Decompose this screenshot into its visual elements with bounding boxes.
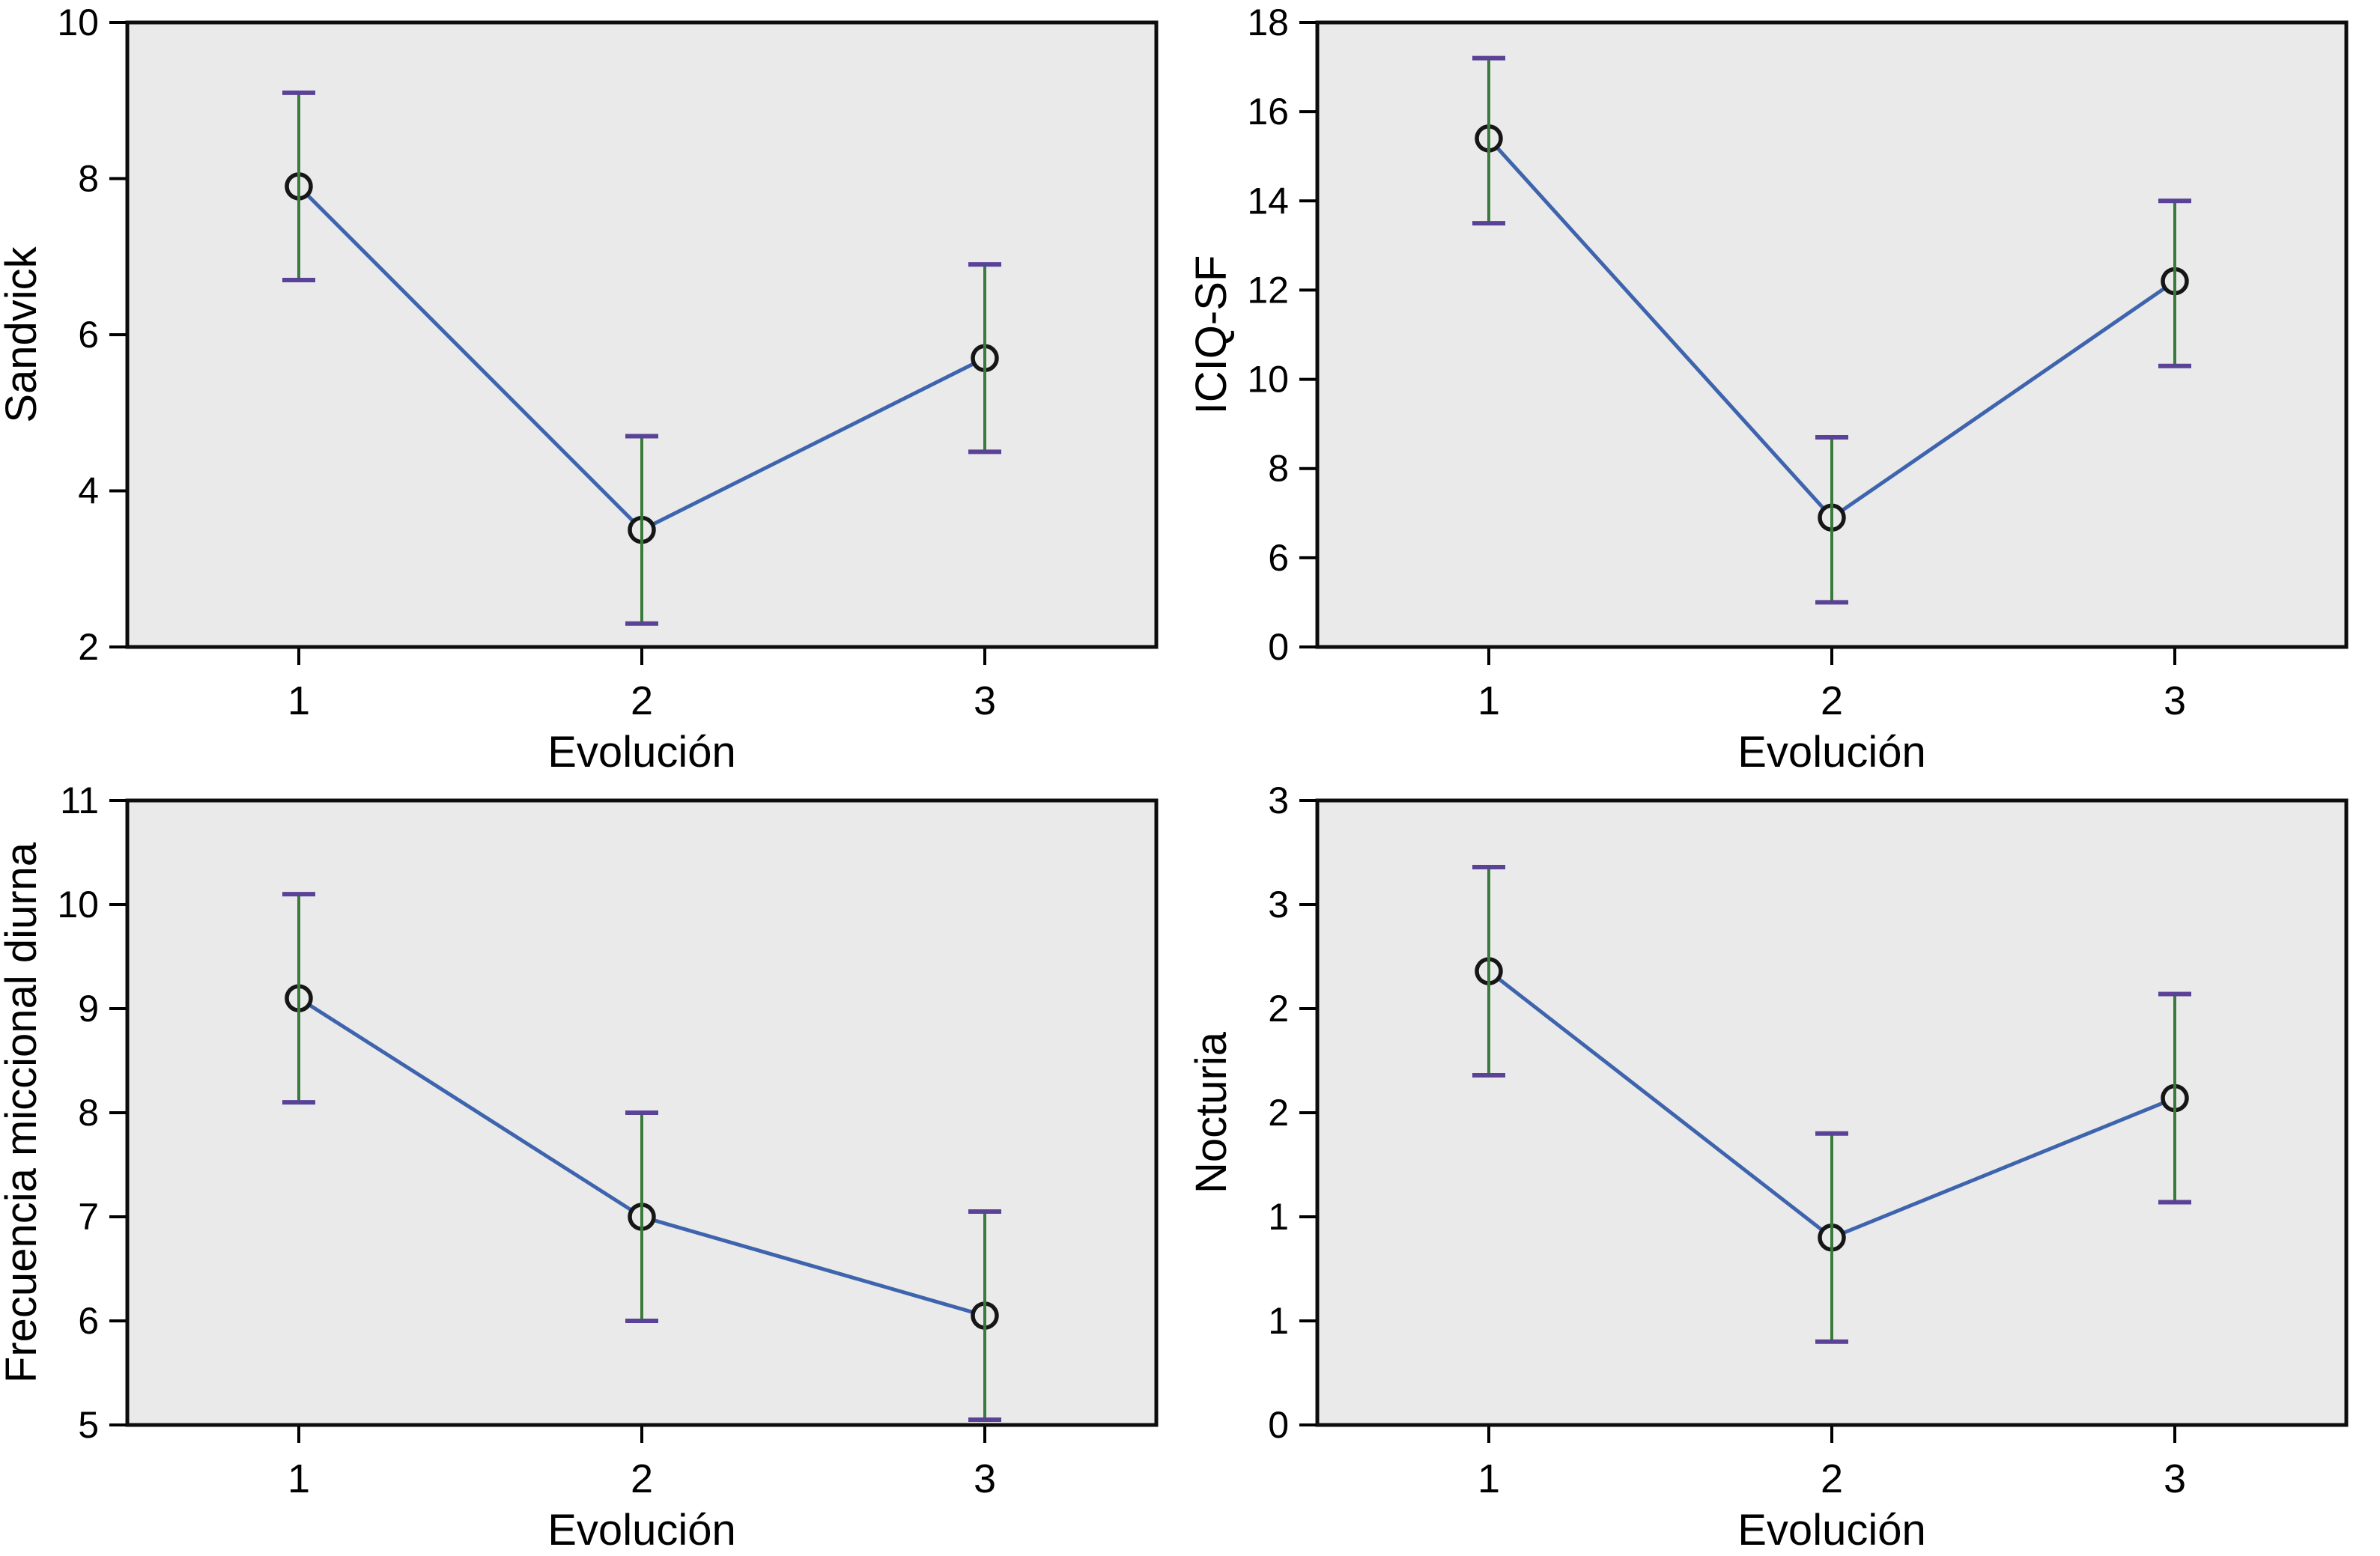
x-tick-label: 2 [1821,1456,1843,1501]
y-tick-label: 2 [78,626,99,668]
x-tick-label: 1 [288,1456,310,1501]
y-tick-label: 8 [78,1092,99,1134]
chart-cell-sandvick: 10 8 6 4 2 1 2 3 Evolución Sandvick [0,0,1190,778]
x-axis-title: Evolución [547,1506,735,1555]
y-tick-label: 16 [1247,91,1289,133]
y-tick-label: 2 [1268,988,1289,1030]
plot-frame [125,798,1159,1427]
y-tick-label: 6 [78,1300,99,1342]
y-tick-label: 10 [57,884,99,926]
y-axis: 11 10 9 8 7 6 5 [57,779,126,1446]
x-tick-label: 3 [974,1456,996,1501]
x-axis: 1 2 3 [288,648,996,723]
y-axis: 3 3 2 2 1 1 0 [1268,779,1316,1446]
sandvick-chart: 10 8 6 4 2 1 2 3 Evolución Sandvick [0,1,1159,777]
x-axis-title: Evolución [1737,1506,1925,1555]
plot-frame [1315,798,2349,1427]
plot-frame [125,20,1159,649]
y-tick-label: 9 [78,988,99,1030]
y-tick-label: 3 [1268,779,1289,821]
y-tick-label: 0 [1268,1404,1289,1446]
x-axis-title: Evolución [547,728,735,777]
y-tick-label: 1 [1268,1196,1289,1238]
y-tick-label: 0 [1268,626,1289,668]
y-axis: 10 8 6 4 2 [57,1,126,668]
y-tick-label: 8 [78,158,99,200]
y-axis: 18 16 14 12 10 8 6 0 [1247,1,1316,668]
y-axis-title: Sandvick [0,246,46,422]
x-axis-title: Evolución [1737,728,1925,777]
chart-cell-frecuencia-miccional-diurna: 11 10 9 8 7 6 5 1 2 3 Evolución Frecuencia micciona… [0,778,1190,1556]
y-tick-label: 18 [1247,1,1289,43]
x-tick-label: 3 [2164,678,2186,723]
x-axis: 1 2 3 [1478,1426,2186,1501]
x-tick-label: 3 [974,678,996,723]
x-tick-label: 2 [631,678,653,723]
chart-cell-nocturia: 3 3 2 2 1 1 0 1 2 3 Evolución Nocturia [1190,778,2380,1556]
y-tick-label: 14 [1247,180,1289,222]
y-tick-label: 4 [78,470,99,512]
y-axis-title: ICIQ-SF [1190,255,1236,415]
y-tick-label: 10 [57,1,99,43]
y-tick-label: 6 [1268,537,1289,579]
y-tick-label: 11 [60,779,99,821]
x-axis: 1 2 3 [1478,648,2186,723]
frecuencia-miccional-diurna-chart: 11 10 9 8 7 6 5 1 2 3 Evolución Frecuencia micciona… [0,779,1159,1555]
nocturia-chart: 3 3 2 2 1 1 0 1 2 3 Evolución Nocturia [1190,779,2349,1555]
y-axis-title: Frecuencia miccional diurna [0,842,46,1383]
y-tick-label: 12 [1247,269,1289,311]
x-tick-label: 1 [1478,1456,1500,1501]
y-tick-label: 7 [78,1196,99,1238]
y-tick-label: 2 [1268,1092,1289,1134]
x-tick-label: 1 [1478,678,1500,723]
x-tick-label: 2 [1821,678,1843,723]
y-tick-label: 10 [1247,359,1289,401]
x-axis: 1 2 3 [288,1426,996,1501]
plot-frame [1315,20,2349,649]
y-tick-label: 6 [78,314,99,356]
x-tick-label: 2 [631,1456,653,1501]
y-tick-label: 8 [1268,448,1289,490]
y-tick-label: 1 [1268,1300,1289,1342]
x-tick-label: 3 [2164,1456,2186,1501]
y-axis-title: Nocturia [1190,1031,1236,1194]
x-tick-label: 1 [288,678,310,723]
chart-cell-iciq-sf: 18 16 14 12 10 8 6 0 1 2 3 Evolución ICIQ-SF [1190,0,2380,778]
y-tick-label: 3 [1268,884,1289,926]
y-tick-label: 5 [78,1404,99,1446]
